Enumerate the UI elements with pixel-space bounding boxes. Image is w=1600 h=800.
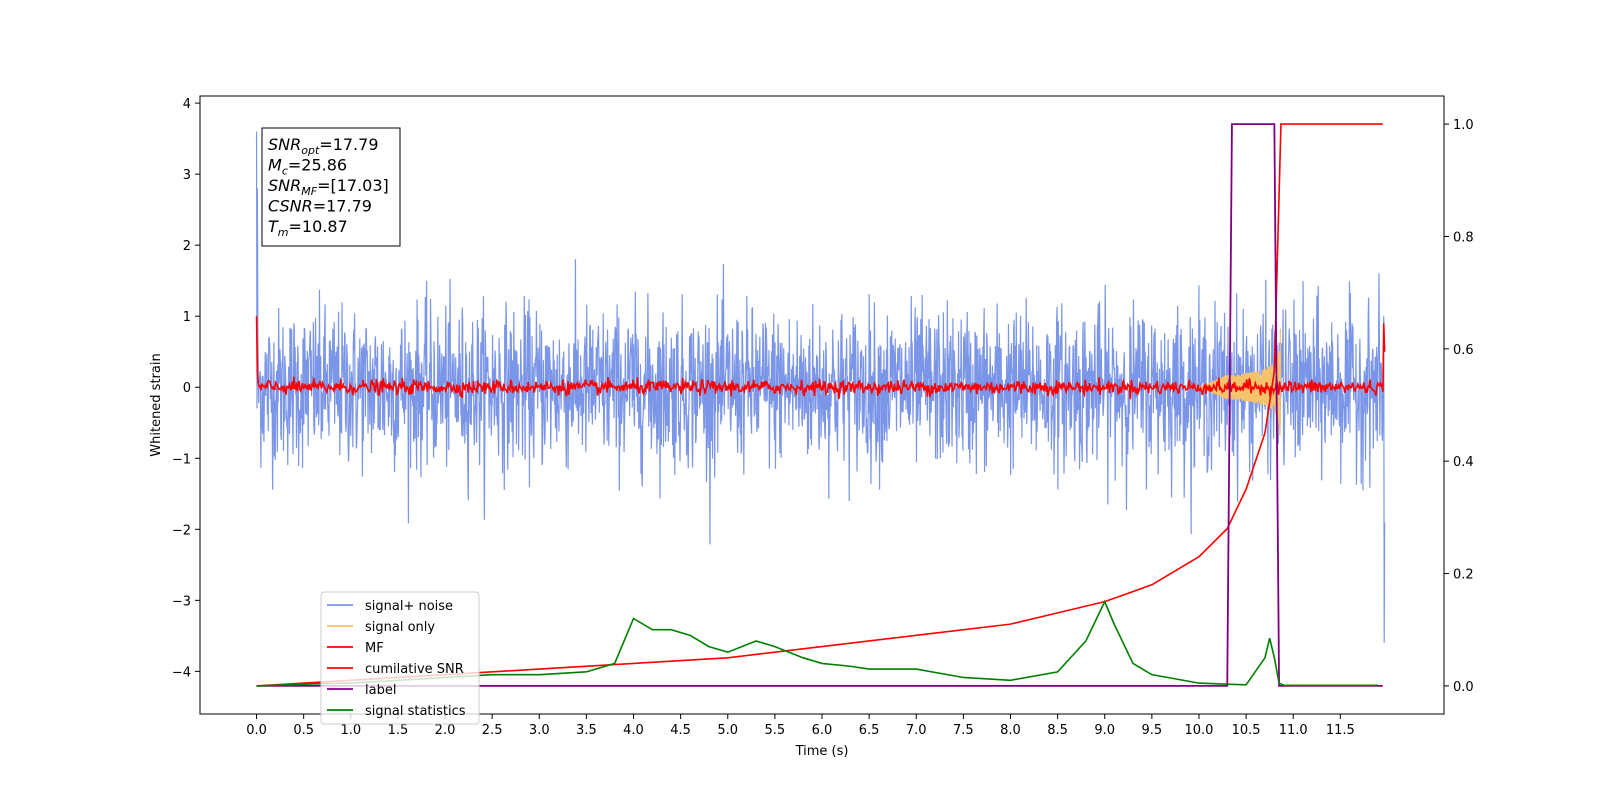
legend-label: label [365, 683, 396, 698]
x-tick-label: 2.0 [435, 723, 456, 738]
series-cumulative-snr [256, 123, 1383, 687]
annotation-box: SNRopt=17.79Mc=25.86SNRMF=[17.03]CSNR=17… [261, 127, 401, 247]
x-tick-label: 6.0 [812, 723, 833, 738]
y2-tick-label: 0.4 [1453, 455, 1474, 470]
y-tick-label: −1 [172, 452, 191, 467]
legend-label: signal only [365, 620, 435, 635]
series-layer [255, 123, 1386, 687]
x-tick-label: 10.5 [1232, 723, 1261, 738]
legend-label: signal+ noise [365, 599, 453, 614]
y-tick-label: 2 [183, 239, 191, 254]
series-mf [255, 316, 1386, 400]
y-tick-label: 4 [183, 97, 191, 112]
legend-label: cumilative SNR [365, 662, 464, 677]
y-tick-label: 3 [183, 168, 191, 183]
ticks-layer: 0.0 0.5 1.0 1.5 2.0 2.5 3.0 3.5 4.0 4.5 5.0 5.5 6.0 6… [172, 97, 1474, 738]
x-tick-label: 10.0 [1184, 723, 1213, 738]
x-tick-label: 4.0 [623, 723, 644, 738]
annotation-line: SNRopt=17.79 [268, 135, 379, 157]
legend-label: MF [365, 641, 384, 656]
x-tick-label: 11.0 [1279, 723, 1308, 738]
series-signal-noise [255, 131, 1386, 643]
x-tick-label: 1.0 [340, 723, 361, 738]
y-axis-label: Whitened strain [149, 353, 164, 456]
x-tick-label: 0.5 [293, 723, 314, 738]
x-tick-label: 5.0 [717, 723, 738, 738]
y2-tick-label: 0.8 [1453, 230, 1474, 245]
y-tick-label: −3 [172, 594, 191, 609]
x-tick-label: 9.0 [1094, 723, 1115, 738]
x-tick-label: 8.5 [1047, 723, 1068, 738]
x-tick-label: 6.5 [859, 723, 880, 738]
annotation-line: SNRMF=[17.03] [268, 176, 389, 198]
x-tick-label: 7.0 [906, 723, 927, 738]
x-tick-label: 2.5 [482, 723, 503, 738]
x-tick-label: 9.5 [1142, 723, 1163, 738]
x-tick-label: 11.5 [1326, 723, 1355, 738]
x-tick-label: 1.5 [388, 723, 409, 738]
y2-tick-label: 0.6 [1453, 343, 1474, 358]
y-tick-label: 0 [183, 381, 191, 396]
x-tick-label: 4.5 [670, 723, 691, 738]
annotation-line: Mc=25.86 [268, 156, 347, 178]
x-tick-label: 3.5 [576, 723, 597, 738]
y2-tick-label: 0.2 [1453, 568, 1474, 583]
y-tick-label: −2 [172, 523, 191, 538]
legend-frame [320, 591, 480, 725]
legend-label: signal statistics [365, 704, 466, 719]
x-tick-label: 5.5 [765, 723, 786, 738]
y-tick-label: 1 [183, 310, 191, 325]
annotation-frame [261, 127, 401, 247]
x-axis-label: Time (s) [795, 744, 849, 759]
annotation-line: CSNR=17.79 [268, 197, 372, 216]
x-tick-label: 0.0 [246, 723, 267, 738]
y-tick-label: −4 [172, 665, 191, 680]
x-tick-label: 8.0 [1000, 723, 1021, 738]
series-signal-statistics [256, 599, 1379, 687]
y2-tick-label: 0.0 [1453, 680, 1474, 695]
legend: signal+ noise signal only MF cumilative SNR… [320, 591, 480, 725]
y2-tick-label: 1.0 [1453, 118, 1474, 133]
x-tick-label: 3.0 [529, 723, 550, 738]
annotation-line: Tm=10.87 [268, 217, 348, 239]
x-tick-label: 7.5 [953, 723, 974, 738]
